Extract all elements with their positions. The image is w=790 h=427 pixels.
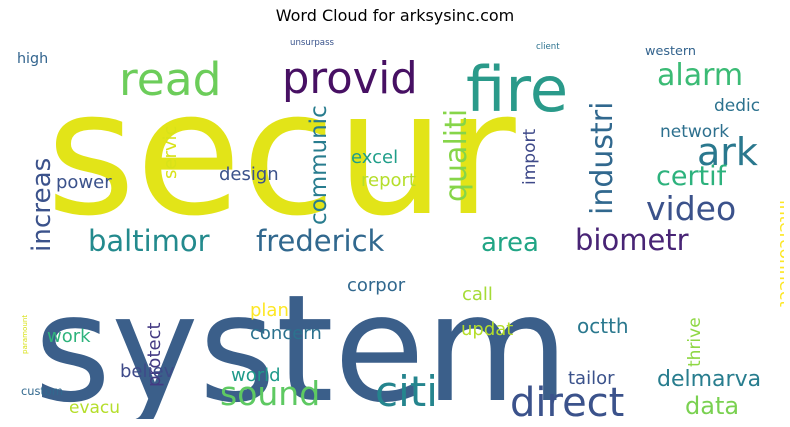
word-read: read — [119, 53, 221, 106]
word-tailor: tailor — [568, 368, 615, 389]
word-increas: increas — [27, 158, 57, 252]
word-sound: sound — [220, 374, 320, 413]
word-direct: direct — [510, 380, 624, 419]
word-qualiti: qualiti — [439, 109, 474, 202]
word-alarm: alarm — [657, 58, 743, 93]
word-high: high — [17, 51, 48, 67]
word-cloud: secur system fire read provid western alarm hig… — [14, 27, 784, 419]
word-ark: ark — [697, 130, 758, 174]
word-believ: believ — [120, 361, 175, 382]
word-plan: plan — [250, 300, 289, 321]
word-work: work — [47, 326, 91, 347]
word-area: area — [481, 228, 539, 258]
word-frederick: frederick — [256, 224, 385, 258]
word-interconnect: interconnect — [775, 200, 784, 307]
word-servic: servic — [160, 126, 181, 179]
word-design: design — [219, 164, 279, 185]
word-updat: updat — [461, 319, 513, 340]
word-industri: industri — [585, 102, 620, 215]
word-corpor: corpor — [347, 275, 406, 296]
word-dedic: dedic — [714, 96, 760, 116]
word-provid: provid — [282, 54, 418, 104]
word-import: import — [520, 129, 540, 185]
word-excel: excel — [351, 147, 398, 168]
word-custom: custom — [21, 384, 63, 398]
word-fire: fire — [466, 53, 568, 126]
word-report: report — [361, 170, 416, 191]
word-network: network — [660, 122, 729, 142]
word-communic: communic — [306, 105, 332, 225]
word-data: data — [685, 392, 739, 419]
word-paramount: paramount — [20, 315, 29, 354]
word-baltimor: baltimor — [88, 224, 210, 258]
word-citi: citi — [375, 367, 438, 416]
word-system: system — [34, 263, 569, 419]
word-protect: protect — [144, 322, 165, 387]
word-biometr: biometr — [575, 223, 689, 257]
word-call: call — [462, 284, 493, 305]
word-power: power — [56, 172, 112, 193]
word-certif: certif — [656, 161, 728, 192]
word-client: client — [536, 42, 560, 52]
word-concern: concern — [250, 323, 322, 344]
word-unsurpass: unsurpass — [290, 38, 335, 48]
word-western: western — [645, 44, 696, 59]
word-octth: octth — [577, 314, 629, 338]
word-secur: secur — [46, 53, 516, 254]
word-thrive: thrive — [685, 317, 705, 367]
word-evacu: evacu — [69, 398, 120, 418]
chart-title: Word Cloud for arksysinc.com — [275, 6, 515, 25]
word-delmarva: delmarva — [657, 367, 761, 392]
word-video: video — [646, 189, 736, 228]
word-world: world — [231, 365, 281, 386]
